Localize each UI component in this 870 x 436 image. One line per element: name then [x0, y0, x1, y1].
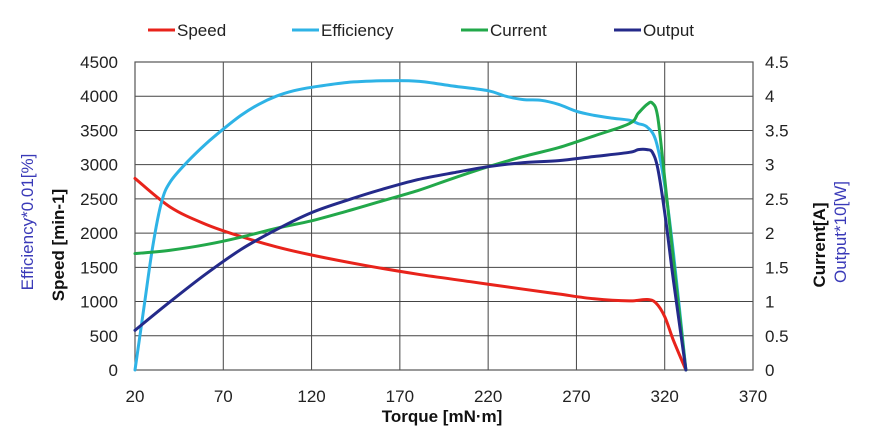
series-line-current — [133, 100, 688, 372]
y-right-tick-label: 1.5 — [765, 258, 789, 277]
legend-item-output: Output — [614, 21, 694, 40]
legend-label: Speed — [177, 21, 226, 40]
x-tick-label: 370 — [739, 387, 767, 406]
x-tick-label: 20 — [126, 387, 145, 406]
series-line-efficiency — [133, 79, 688, 372]
y-left-tick-label: 0 — [109, 361, 118, 380]
y-right-tick-label: 4 — [765, 87, 774, 106]
y-right-tick-label: 4.5 — [765, 53, 789, 72]
right-outer-axis-title: Output*10[W] — [831, 181, 850, 283]
x-tick-label: 70 — [214, 387, 233, 406]
x-tick-label: 320 — [651, 387, 679, 406]
legend-item-current: Current — [461, 21, 547, 40]
x-tick-label: 220 — [474, 387, 502, 406]
series-lines — [133, 79, 688, 372]
y-right-tick-label: 2 — [765, 224, 774, 243]
x-tick-label: 270 — [562, 387, 590, 406]
plot-frame — [134, 61, 754, 371]
series-line-speed — [133, 176, 688, 372]
y-right-tick-label: 1 — [765, 293, 774, 312]
left-outer-axis-title: Efficiency*0.01[%] — [18, 154, 37, 291]
y-left-tick-label: 500 — [90, 327, 118, 346]
y-left-tick-label: 1500 — [80, 258, 118, 277]
y-right-tick-label: 3 — [765, 156, 774, 175]
y-left-tick-label: 4500 — [80, 53, 118, 72]
series-line-output — [133, 147, 688, 372]
tick-labels: 20 70 120 170 220 270 320 370050010001500200025… — [80, 53, 788, 406]
y-right-tick-label: 0 — [765, 361, 774, 380]
y-left-tick-label: 4000 — [80, 87, 118, 106]
y-left-tick-label: 3500 — [80, 121, 118, 140]
legend-label: Efficiency — [321, 21, 394, 40]
y-left-tick-label: 1000 — [80, 293, 118, 312]
legend: Speed Efficiency Current Output — [148, 21, 694, 40]
x-axis-title: Torque [mN·m] — [382, 407, 503, 426]
y-right-tick-label: 0.5 — [765, 327, 789, 346]
legend-label: Output — [643, 21, 694, 40]
y-left-tick-label: 3000 — [80, 156, 118, 175]
legend-item-speed: Speed — [148, 21, 226, 40]
x-tick-label: 120 — [297, 387, 325, 406]
y-right-tick-label: 2.5 — [765, 190, 789, 209]
legend-label: Current — [490, 21, 547, 40]
y-left-tick-label: 2000 — [80, 224, 118, 243]
y-left-tick-label: 2500 — [80, 190, 118, 209]
grid — [134, 61, 754, 371]
x-tick-label: 170 — [386, 387, 414, 406]
right-axis-title: Current[A] — [810, 203, 829, 288]
legend-item-efficiency: Efficiency — [292, 21, 394, 40]
left-axis-title: Speed [min-1] — [49, 189, 68, 301]
y-right-tick-label: 3.5 — [765, 121, 789, 140]
